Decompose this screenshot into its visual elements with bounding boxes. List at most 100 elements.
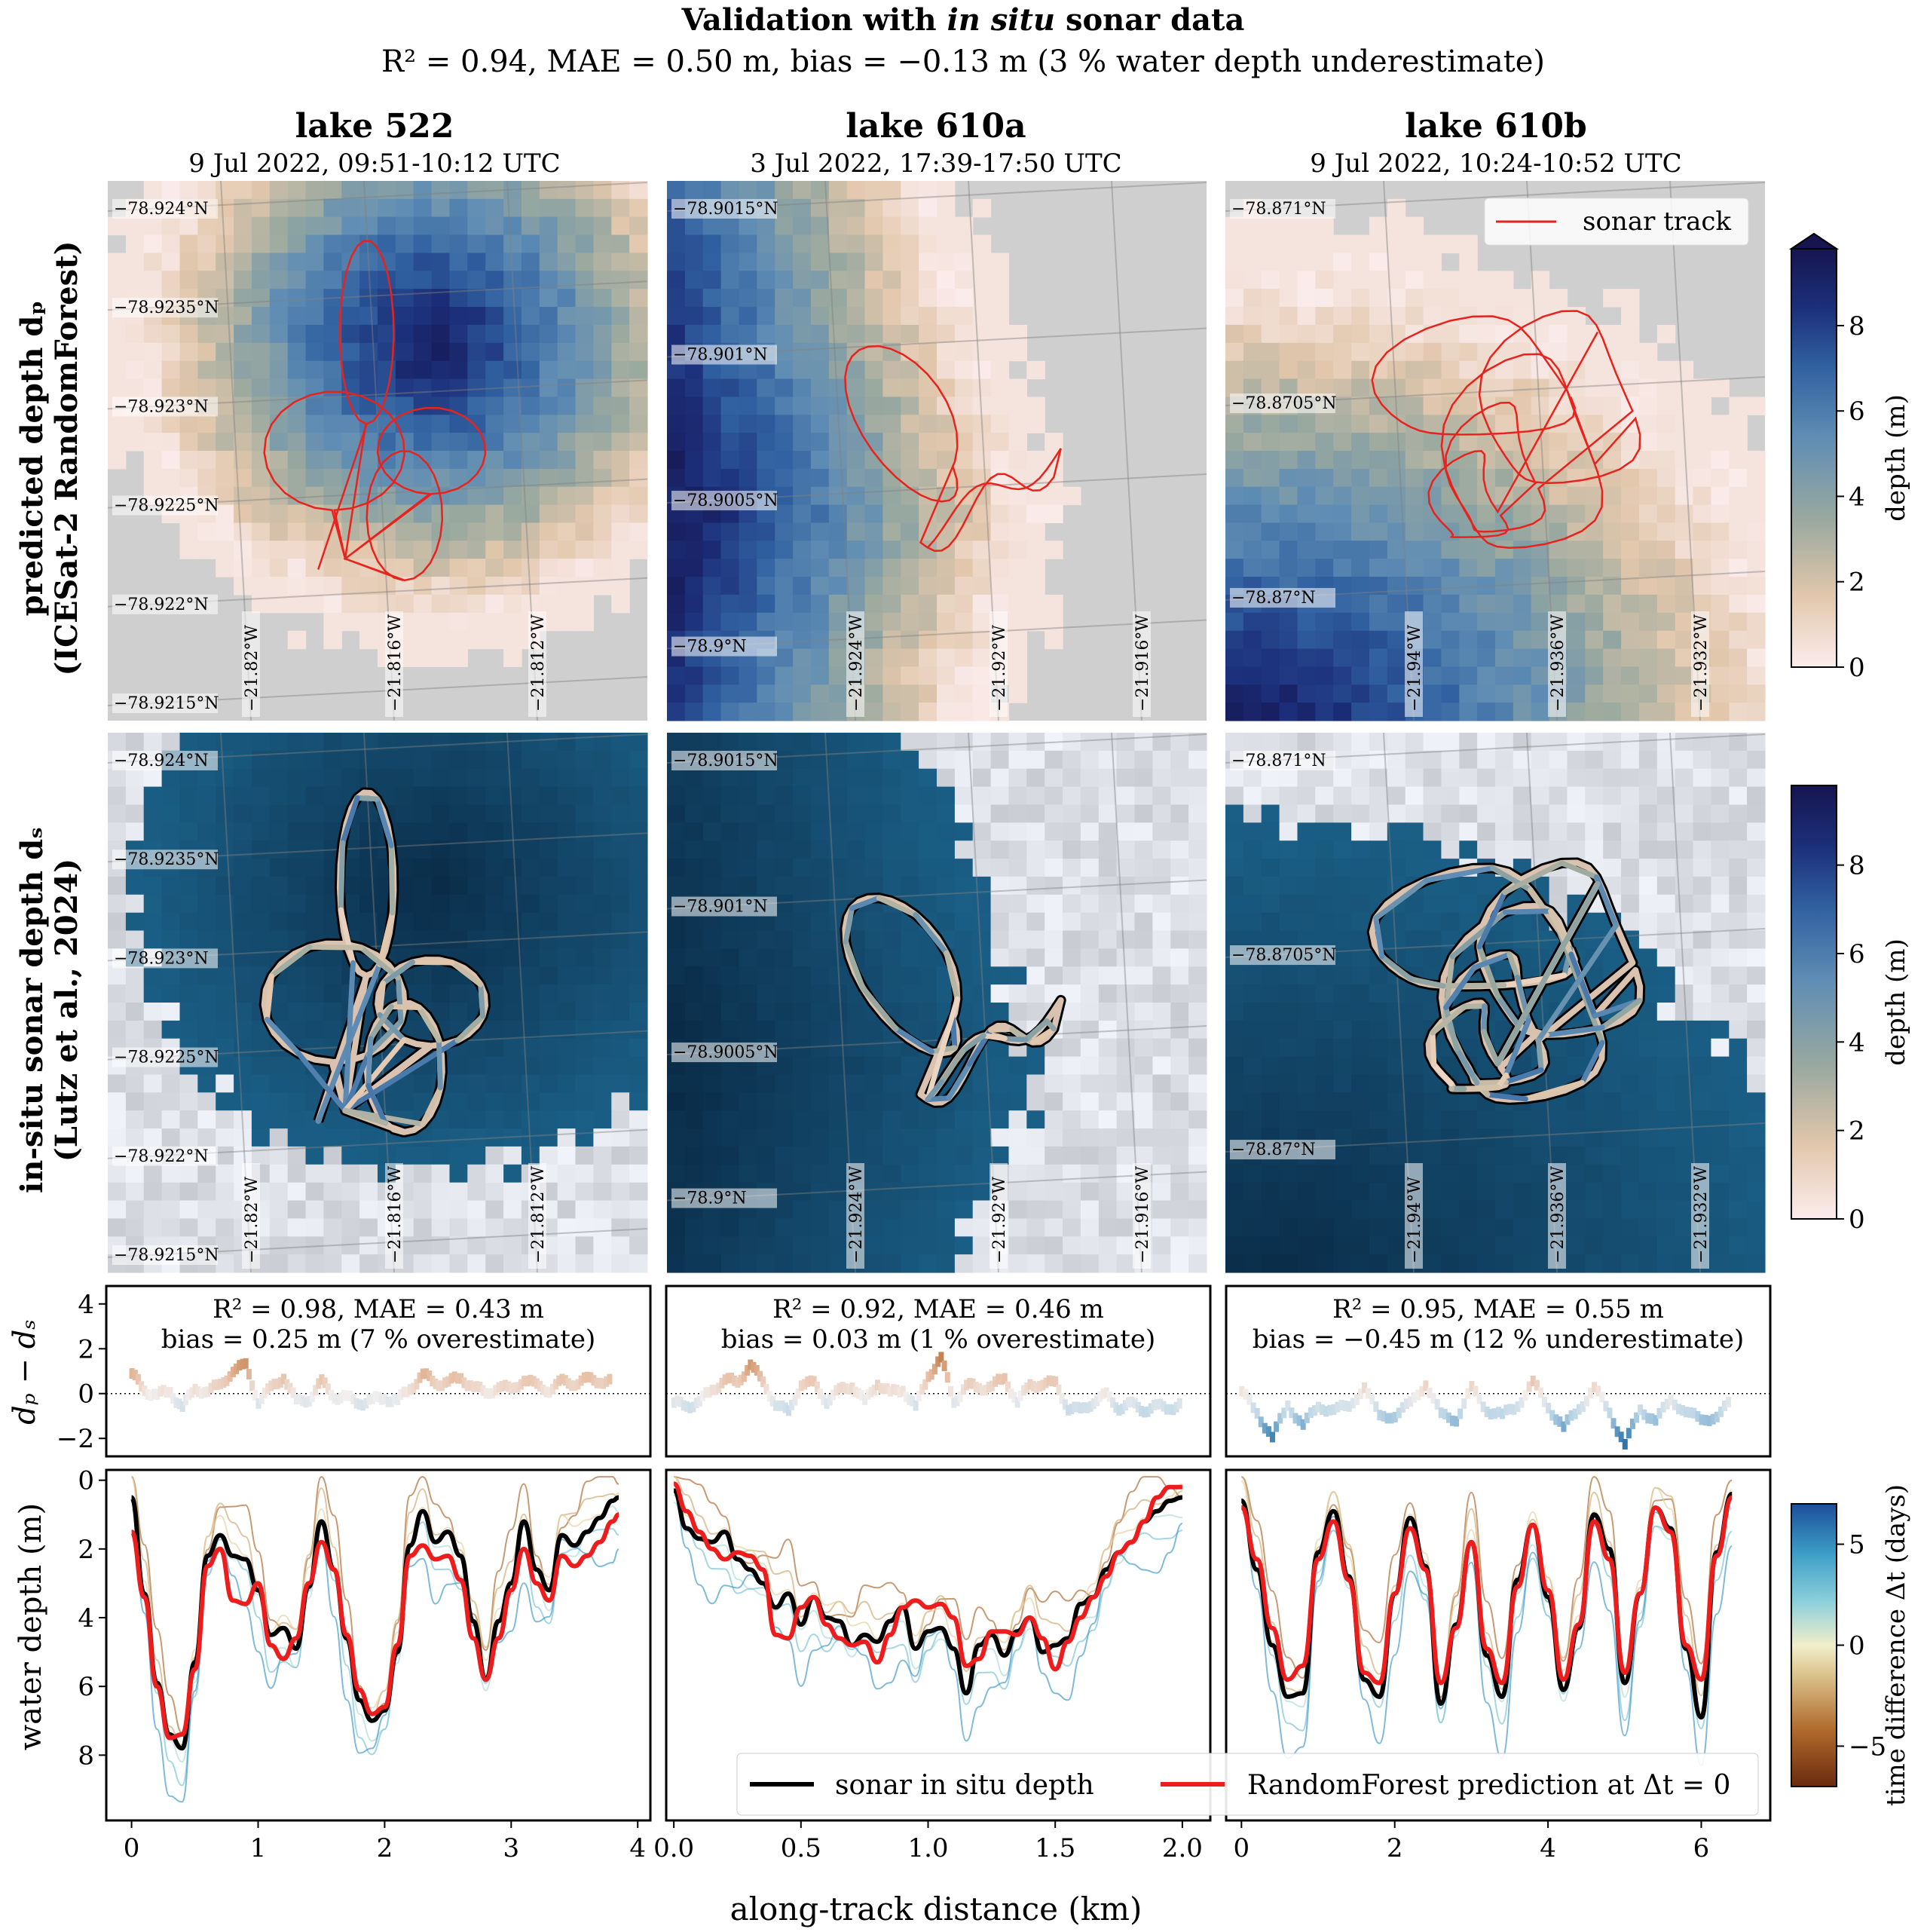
map-pixel xyxy=(1675,786,1694,806)
map-pixel xyxy=(1656,504,1676,524)
map-pixel xyxy=(1459,594,1478,614)
map-pixel xyxy=(864,1056,883,1076)
map-pixel xyxy=(1351,397,1370,415)
map-pixel xyxy=(1008,1236,1027,1255)
map-pixel xyxy=(1477,594,1496,614)
map-pixel xyxy=(539,198,558,218)
map-pixel xyxy=(143,360,163,380)
map-pixel xyxy=(1297,1074,1316,1093)
map-pixel xyxy=(539,216,558,236)
map-pixel xyxy=(1351,540,1370,559)
map-pixel xyxy=(467,253,486,271)
map-pixel xyxy=(611,559,630,577)
map-pixel xyxy=(467,504,486,524)
map-pixel xyxy=(1711,786,1730,806)
map-pixel xyxy=(1008,1074,1027,1093)
map-pixel xyxy=(359,859,378,877)
map-pixel xyxy=(341,360,360,380)
map-pixel xyxy=(575,930,594,949)
map-pixel xyxy=(846,1038,866,1058)
map-pixel xyxy=(937,768,956,788)
map-pixel xyxy=(503,1020,522,1039)
map-pixel xyxy=(125,378,145,397)
map-pixel xyxy=(775,486,794,506)
map-pixel xyxy=(629,876,648,896)
map-pixel xyxy=(1063,894,1081,914)
map-pixel xyxy=(1567,684,1586,703)
map-pixel xyxy=(793,522,812,541)
map-pixel xyxy=(521,876,540,896)
map-pixel xyxy=(1279,733,1298,752)
map-pixel xyxy=(882,198,901,218)
map-pixel xyxy=(919,307,938,326)
map-pixel xyxy=(775,1236,794,1255)
map-pixel xyxy=(1080,1254,1100,1273)
map-pixel xyxy=(395,378,414,397)
map-pixel xyxy=(1495,840,1514,859)
map-pixel xyxy=(1026,966,1045,985)
map-pixel xyxy=(287,1110,307,1129)
map-pixel xyxy=(161,342,181,362)
map-pixel xyxy=(1026,397,1045,415)
map-pixel xyxy=(1152,768,1171,788)
map-pixel xyxy=(1656,1236,1676,1255)
map-pixel xyxy=(449,1074,468,1093)
map-pixel xyxy=(684,966,704,985)
map-pixel xyxy=(793,966,812,985)
map-pixel xyxy=(323,786,342,806)
map-pixel xyxy=(1080,1038,1100,1058)
map-pixel xyxy=(1170,876,1189,896)
map-pixel xyxy=(341,307,360,326)
map-pixel xyxy=(1621,1074,1640,1093)
map-pixel xyxy=(485,451,504,470)
map-pixel xyxy=(1693,451,1711,470)
map-pixel xyxy=(1261,307,1280,326)
map-pixel xyxy=(593,894,612,914)
map-pixel xyxy=(1405,1038,1424,1058)
map-pixel xyxy=(359,504,378,524)
map-pixel xyxy=(882,540,901,559)
map-pixel xyxy=(269,433,289,452)
map-pixel xyxy=(593,378,612,397)
map-pixel xyxy=(828,181,848,200)
map-pixel xyxy=(1026,804,1045,823)
map-pixel xyxy=(1225,1110,1244,1129)
map-pixel xyxy=(1603,859,1622,877)
map-pixel xyxy=(1369,433,1388,452)
map-pixel xyxy=(143,894,163,914)
map-pixel xyxy=(575,198,594,218)
map-pixel xyxy=(449,1218,468,1237)
map-pixel xyxy=(1045,786,1063,806)
map-pixel xyxy=(287,1218,307,1237)
map-pixel xyxy=(108,1164,127,1183)
map-pixel xyxy=(539,1038,558,1058)
map-pixel xyxy=(828,486,848,506)
map-pixel xyxy=(521,504,540,524)
map-pixel xyxy=(810,1218,830,1237)
map-pixel xyxy=(143,876,163,896)
map-pixel xyxy=(395,342,414,362)
map-pixel xyxy=(1621,786,1640,806)
map-pixel xyxy=(1675,684,1694,703)
map-pixel xyxy=(1675,1236,1694,1255)
map-pixel xyxy=(1045,1182,1063,1202)
map-pixel xyxy=(1477,822,1496,841)
map-pixel xyxy=(1297,1164,1316,1183)
map-pixel xyxy=(1080,786,1100,806)
map-pixel xyxy=(775,984,794,1003)
map-pixel xyxy=(739,559,757,577)
map-pixel xyxy=(1638,486,1658,506)
map-pixel xyxy=(1729,1182,1748,1202)
map-pixel xyxy=(919,733,938,752)
map-pixel xyxy=(720,1236,740,1255)
map-pixel xyxy=(378,733,396,752)
map-pixel xyxy=(108,786,127,806)
map-pixel xyxy=(593,360,612,380)
map-pixel xyxy=(667,822,686,841)
map-pixel xyxy=(1405,912,1424,932)
map-pixel xyxy=(775,522,794,541)
map-pixel xyxy=(810,966,830,985)
map-pixel xyxy=(1225,486,1244,506)
map-pixel xyxy=(972,894,992,914)
map-pixel xyxy=(901,594,919,614)
